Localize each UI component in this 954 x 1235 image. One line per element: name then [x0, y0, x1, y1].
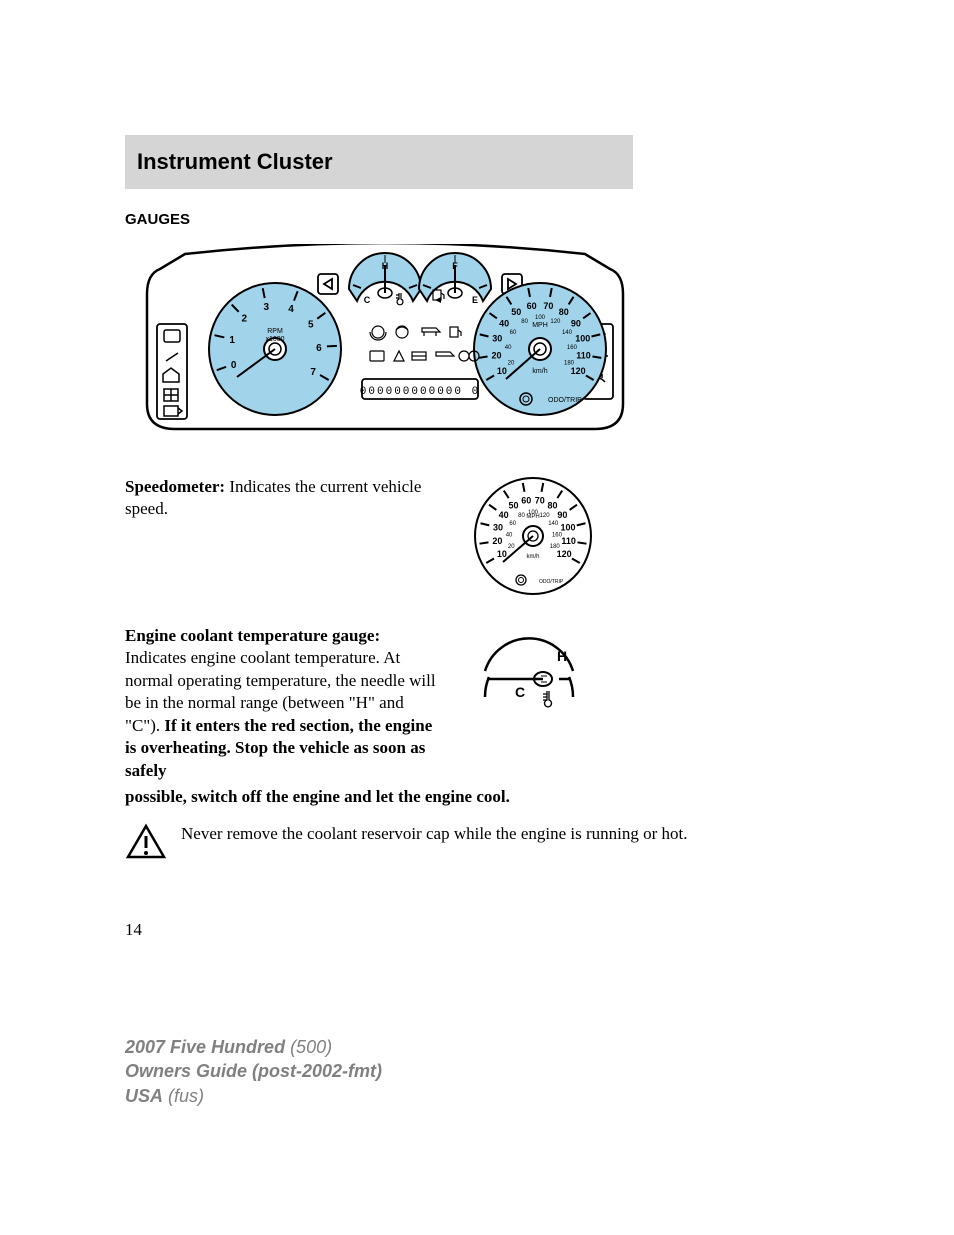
warning-block: Never remove the coolant reservoir cap w…: [125, 823, 829, 861]
svg-text:10: 10: [497, 366, 507, 376]
svg-text:MPH: MPH: [526, 514, 539, 520]
warning-triangle-icon: [125, 823, 167, 861]
svg-text:110: 110: [576, 350, 591, 360]
svg-text:4: 4: [288, 304, 294, 315]
svg-text:110: 110: [561, 536, 576, 546]
svg-text:60: 60: [527, 301, 537, 311]
svg-text:60: 60: [509, 521, 516, 527]
svg-text:20: 20: [508, 544, 515, 550]
coolant-text: Engine coolant temperature gauge: Indica…: [125, 625, 441, 782]
svg-text:120: 120: [550, 319, 561, 325]
svg-text:100: 100: [535, 315, 546, 321]
svg-text:80: 80: [518, 513, 525, 519]
svg-text:80: 80: [559, 307, 569, 317]
svg-text:100: 100: [575, 334, 590, 344]
warning-text: Never remove the coolant reservoir cap w…: [181, 823, 688, 845]
svg-text:60: 60: [510, 330, 517, 336]
svg-text:6: 6: [316, 343, 322, 354]
speedometer-text: Speedometer: Indicates the current vehic…: [125, 476, 435, 521]
svg-text:100: 100: [560, 523, 575, 533]
svg-text:C: C: [364, 295, 371, 305]
svg-text:40: 40: [506, 532, 513, 538]
svg-text:70: 70: [535, 496, 545, 506]
svg-text:30: 30: [492, 334, 502, 344]
svg-text:H: H: [557, 648, 567, 664]
page-number: 14: [125, 920, 142, 940]
svg-text:40: 40: [499, 318, 509, 328]
svg-text:160: 160: [552, 532, 563, 538]
page: Instrument Cluster GAUGES: [0, 0, 954, 1235]
section-header-title: Instrument Cluster: [137, 149, 621, 175]
svg-text:x1000: x1000: [265, 336, 284, 343]
svg-text:50: 50: [511, 307, 521, 317]
svg-text:120: 120: [571, 366, 586, 376]
svg-text:3: 3: [264, 302, 270, 313]
svg-text:140: 140: [548, 521, 559, 527]
speedometer-figure: 1020304050607080901001101202040608010012…: [463, 476, 603, 601]
svg-text:40: 40: [505, 345, 512, 351]
svg-text:1: 1: [229, 335, 235, 346]
svg-text:80: 80: [547, 501, 557, 511]
svg-text:5: 5: [308, 319, 314, 330]
coolant-figure: H C: [469, 625, 609, 730]
svg-text:140: 140: [562, 330, 573, 336]
svg-text:10: 10: [497, 549, 507, 559]
svg-text:000000000000 0: 000000000000 0: [360, 386, 480, 398]
svg-text:20: 20: [492, 536, 502, 546]
svg-text:km/h: km/h: [532, 368, 547, 375]
svg-text:RPM: RPM: [267, 328, 283, 335]
footer-block: 2007 Five Hundred (500) Owners Guide (po…: [125, 1035, 382, 1108]
svg-text:20: 20: [508, 361, 515, 367]
gauges-heading: GAUGES: [125, 211, 829, 228]
svg-text:MPH: MPH: [532, 322, 548, 329]
svg-text:180: 180: [564, 361, 575, 367]
coolant-bold-continuation: possible, switch off the engine and let …: [125, 786, 829, 808]
svg-text:0: 0: [231, 360, 237, 371]
svg-text:180: 180: [550, 544, 561, 550]
coolant-item: Engine coolant temperature gauge: Indica…: [125, 625, 829, 782]
speedometer-item: Speedometer: Indicates the current vehic…: [125, 476, 829, 601]
svg-text:160: 160: [567, 345, 578, 351]
svg-text:60: 60: [521, 496, 531, 506]
svg-text:ODO/TRIP: ODO/TRIP: [548, 397, 582, 404]
svg-text:120: 120: [540, 513, 551, 519]
svg-text:90: 90: [571, 318, 581, 328]
svg-text:90: 90: [557, 510, 567, 520]
svg-text:120: 120: [557, 549, 572, 559]
svg-text:ODO/TRIP: ODO/TRIP: [539, 579, 564, 585]
svg-text:km/h: km/h: [526, 554, 539, 560]
svg-text:30: 30: [493, 523, 503, 533]
svg-text:40: 40: [499, 510, 509, 520]
svg-text:2: 2: [241, 314, 247, 325]
section-header-bar: Instrument Cluster: [125, 135, 633, 189]
svg-text:80: 80: [521, 319, 528, 325]
svg-text:50: 50: [509, 501, 519, 511]
svg-text:E: E: [472, 295, 478, 305]
svg-text:20: 20: [491, 350, 501, 360]
svg-text:7: 7: [310, 367, 316, 378]
cluster-diagram: 01234567 RPM x1000 H C: [145, 244, 625, 444]
svg-text:C: C: [515, 684, 525, 700]
svg-text:70: 70: [543, 301, 553, 311]
